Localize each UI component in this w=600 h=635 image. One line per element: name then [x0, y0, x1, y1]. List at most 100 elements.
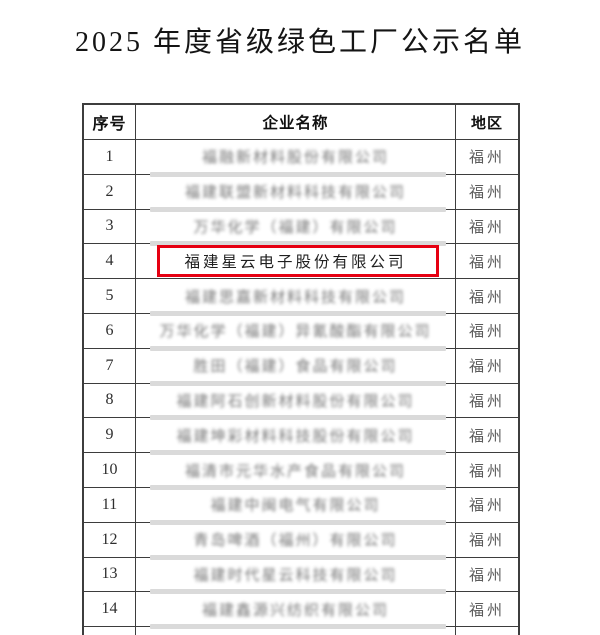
table-row: 3 万华化学（福建）有限公司 福州	[84, 209, 518, 247]
header-cell-region: 地区	[456, 105, 518, 139]
company-name-redacted: 万华化学（福建）有限公司	[193, 219, 398, 236]
row-number-cell: 14	[84, 592, 136, 627]
region-cell: 福州	[456, 592, 518, 626]
region-cell: 福州	[456, 140, 518, 174]
company-name-cell: 福建坤彩材料科技股份有限公司	[136, 418, 456, 456]
row-number: 2	[105, 182, 114, 200]
partial-cell-region	[456, 627, 518, 635]
page-title: 2025 年度省级绿色工厂公示名单	[74, 27, 525, 58]
header-cell-no: 序号	[84, 105, 136, 139]
blur-smear	[150, 310, 446, 316]
partial-cell-no	[84, 627, 136, 635]
table-row: 1 福融新材料股份有限公司 福州	[84, 140, 518, 177]
company-name-redacted: 福建鑫源兴纺织有限公司	[201, 602, 389, 619]
company-name-cell: 福建鑫源兴纺织有限公司	[136, 592, 456, 630]
region-name: 福州	[468, 602, 505, 619]
region-cell: 福州	[456, 349, 518, 383]
table-row: 13 福建时代星云科技有限公司 福州	[84, 557, 518, 595]
region-name: 福州	[468, 428, 505, 445]
company-name-redacted: 福建思嘉新材料科技有限公司	[184, 289, 406, 306]
company-name-cell: 青岛啤酒（福州）有限公司	[136, 522, 456, 560]
header-cell-company: 企业名称	[136, 105, 456, 139]
row-number: 4	[105, 252, 114, 270]
company-name-cell: 福建联盟新材料科技有限公司	[136, 174, 456, 212]
table-row: 9 福建坤彩材料科技股份有限公司 福州	[84, 418, 518, 456]
region-cell: 福州	[456, 523, 518, 557]
row-number-cell: 9	[84, 418, 136, 453]
region-cell: 福州	[456, 558, 518, 592]
region-cell: 福州	[456, 488, 518, 522]
company-name-redacted: 福建坤彩材料科技股份有限公司	[176, 428, 415, 445]
table-row: 6 万华化学（福建）异氰酸酯有限公司 福州	[84, 313, 518, 351]
blur-smear	[150, 241, 446, 247]
company-name-cell: 福建时代星云科技有限公司	[136, 557, 456, 595]
row-number: 13	[101, 565, 118, 583]
blur-smear	[150, 624, 446, 630]
blur-smear	[150, 380, 446, 386]
row-number: 3	[105, 217, 114, 235]
region-name: 福州	[468, 359, 505, 376]
company-name-redacted: 福建时代星云科技有限公司	[193, 567, 398, 584]
company-name-redacted: 福建联盟新材料科技有限公司	[184, 185, 406, 202]
company-name-redacted: 福建中闽电气有限公司	[210, 498, 381, 515]
region-cell: 福州	[456, 418, 518, 452]
row-number: 9	[105, 426, 114, 444]
row-number: 12	[101, 530, 118, 548]
row-number: 11	[101, 495, 118, 513]
table-row: 4 福建星云电子股份有限公司 福州	[84, 244, 518, 280]
region-name: 福州	[468, 219, 505, 236]
region-name: 福州	[468, 254, 505, 271]
table-row-partial	[84, 627, 518, 635]
blur-smear	[150, 589, 446, 595]
row-number-cell: 2	[84, 174, 136, 209]
company-name-cell: 福建星云电子股份有限公司	[136, 244, 456, 279]
company-name-redacted: 福清市元华水产食品有限公司	[184, 463, 406, 480]
row-number-cell: 7	[84, 348, 136, 383]
row-number: 10	[101, 461, 118, 479]
header-label-no: 序号	[92, 116, 127, 133]
company-name-cell: 福融新材料股份有限公司	[136, 140, 456, 177]
region-cell: 福州	[456, 314, 518, 348]
table-row: 8 福建阿石创新材料股份有限公司 福州	[84, 383, 518, 421]
company-name: 福建星云电子股份有限公司	[184, 254, 407, 272]
company-name-cell: 万华化学（福建）异氰酸酯有限公司	[136, 313, 456, 351]
company-name-cell: 万华化学（福建）有限公司	[136, 209, 456, 247]
company-name-cell: 福清市元华水产食品有限公司	[136, 453, 456, 490]
row-number-cell: 12	[84, 522, 136, 557]
table-row: 2 福建联盟新材料科技有限公司 福州	[84, 174, 518, 212]
row-number: 14	[101, 600, 118, 618]
row-number-cell: 13	[84, 557, 136, 592]
row-number: 7	[105, 356, 114, 374]
company-name-redacted: 青岛啤酒（福州）有限公司	[193, 533, 398, 550]
region-cell: 福州	[456, 279, 518, 313]
blur-smear	[150, 519, 446, 525]
table-header-row: 序号 企业名称 地区	[84, 105, 518, 140]
region-cell: 福州	[456, 453, 518, 487]
row-number-cell: 11	[84, 487, 136, 522]
company-name-redacted: 胜田（福建）食品有限公司	[193, 359, 398, 376]
blur-smear	[150, 206, 446, 212]
row-number: 1	[105, 147, 114, 165]
company-name-cell: 胜田（福建）食品有限公司	[136, 348, 456, 386]
blur-smear	[150, 345, 446, 351]
row-number-cell: 10	[84, 453, 136, 487]
region-cell: 福州	[456, 384, 518, 418]
row-number-cell: 3	[84, 209, 136, 244]
company-name-redacted: 福建阿石创新材料股份有限公司	[176, 393, 415, 410]
table-row: 11 福建中闽电气有限公司 福州	[84, 487, 518, 525]
company-name-cell: 福建阿石创新材料股份有限公司	[136, 383, 456, 421]
company-name-redacted: 福融新材料股份有限公司	[201, 150, 389, 167]
blur-smear	[150, 484, 446, 490]
table-row: 12 青岛啤酒（福州）有限公司 福州	[84, 522, 518, 560]
table-row: 5 福建思嘉新材料科技有限公司 福州	[84, 279, 518, 316]
region-name: 福州	[468, 393, 505, 410]
table-body: 1 福融新材料股份有限公司 福州 2 福建联盟新材料科技有限公司 福州 3 万华化学（福建）有…	[84, 140, 518, 630]
row-number: 8	[105, 391, 114, 409]
region-cell: 福州	[456, 175, 518, 209]
row-number: 5	[105, 287, 114, 305]
blur-smear	[150, 450, 446, 456]
company-name-cell: 福建中闽电气有限公司	[136, 487, 456, 525]
company-name-cell: 福建思嘉新材料科技有限公司	[136, 279, 456, 316]
table-row: 14 福建鑫源兴纺织有限公司 福州	[84, 592, 518, 630]
region-name: 福州	[468, 463, 505, 480]
